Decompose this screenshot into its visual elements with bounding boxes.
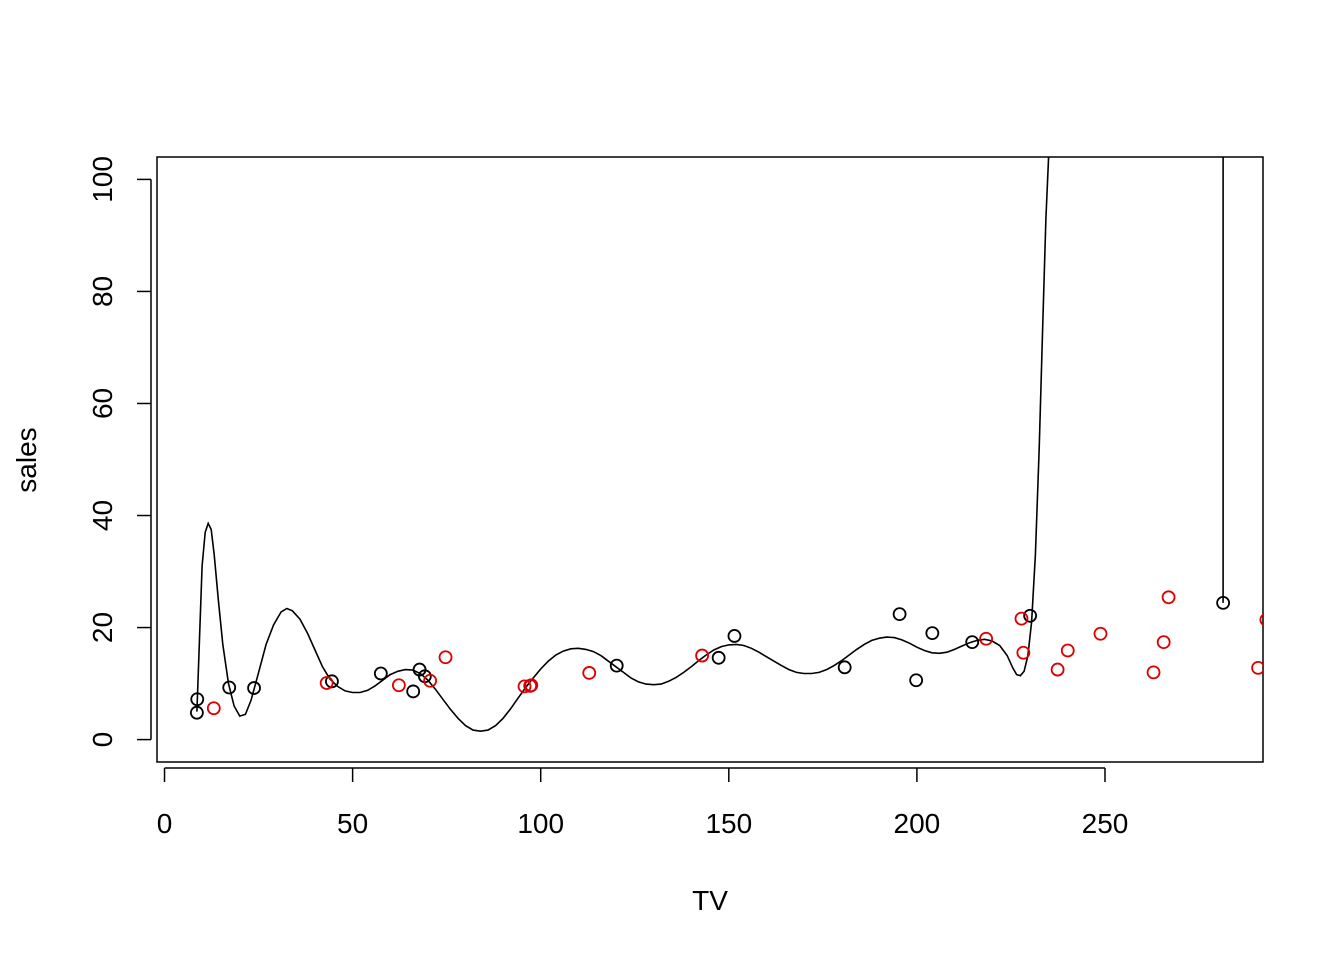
x-axis-title: TV <box>692 885 728 916</box>
data-point <box>965 635 980 650</box>
y-tick-label: 80 <box>87 276 118 307</box>
data-point <box>1156 635 1171 650</box>
y-tick-label: 100 <box>87 156 118 203</box>
x-tick-label: 250 <box>1082 808 1129 839</box>
x-tick-label: 0 <box>157 808 173 839</box>
data-point <box>1016 645 1031 660</box>
data-point <box>582 666 597 680</box>
y-tick-label: 40 <box>87 500 118 531</box>
y-axis-title: sales <box>11 427 42 492</box>
data-point <box>909 673 924 688</box>
data-point <box>979 631 994 646</box>
data-point <box>247 681 261 695</box>
data-point <box>190 692 205 707</box>
y-tick-label: 0 <box>87 732 118 748</box>
data-point <box>222 680 237 695</box>
data-point <box>517 679 532 694</box>
data-point <box>1216 596 1231 610</box>
data-point <box>1259 613 1263 626</box>
y-tick-label: 60 <box>87 388 118 419</box>
data-point <box>206 701 221 716</box>
y-axis: 0 20 40 60 80 100 <box>87 156 152 748</box>
x-tick-label: 200 <box>894 808 941 839</box>
data-point <box>373 666 388 681</box>
x-tick-label: 50 <box>337 808 368 839</box>
data-point <box>189 705 204 720</box>
data-point <box>406 684 421 699</box>
data-point <box>319 676 334 690</box>
data-point <box>837 660 852 675</box>
data-point <box>711 650 726 665</box>
data-point <box>1050 662 1065 677</box>
data-point <box>438 650 453 665</box>
data-point <box>727 629 742 643</box>
series-line <box>196 157 1050 733</box>
data-point <box>925 626 940 641</box>
x-axis: 0 50 100 150 200 250 <box>157 767 1129 839</box>
data-point <box>1161 590 1176 605</box>
data-point <box>1014 611 1029 626</box>
x-tick-label: 150 <box>705 808 752 839</box>
data-points <box>189 590 1263 720</box>
data-point <box>391 678 406 693</box>
data-point <box>695 648 709 663</box>
data-point <box>423 673 438 688</box>
data-point <box>892 607 907 622</box>
data-point <box>1093 626 1108 641</box>
data-point <box>1251 660 1263 675</box>
x-tick-label: 100 <box>517 808 564 839</box>
data-point <box>1146 665 1161 680</box>
data-point <box>1023 608 1038 623</box>
data-point <box>609 658 624 673</box>
data-point <box>1060 643 1075 658</box>
data-point <box>524 678 539 693</box>
y-tick-label: 20 <box>87 612 118 643</box>
plot-frame <box>156 156 1264 763</box>
fit-lines <box>196 157 1224 733</box>
